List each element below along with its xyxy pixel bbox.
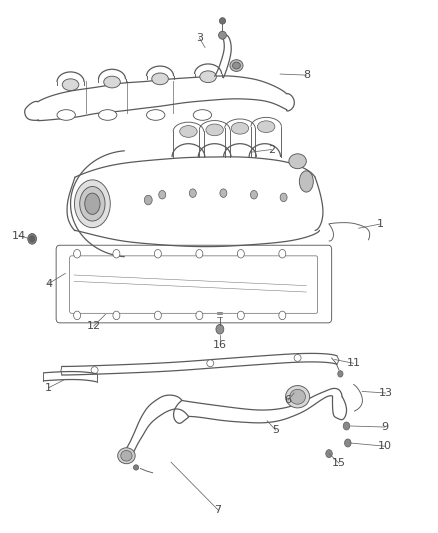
Ellipse shape	[345, 439, 351, 447]
Text: 4: 4	[45, 279, 52, 288]
Ellipse shape	[251, 190, 258, 199]
Ellipse shape	[237, 249, 244, 258]
Ellipse shape	[286, 385, 310, 408]
Text: 1: 1	[377, 219, 384, 229]
Ellipse shape	[196, 249, 203, 258]
Ellipse shape	[299, 171, 313, 192]
Ellipse shape	[28, 233, 36, 244]
Ellipse shape	[29, 236, 35, 242]
Ellipse shape	[104, 76, 120, 88]
Ellipse shape	[80, 187, 105, 221]
Text: 8: 8	[303, 70, 310, 80]
Ellipse shape	[154, 249, 161, 258]
Ellipse shape	[258, 121, 275, 133]
Ellipse shape	[85, 193, 100, 214]
Ellipse shape	[196, 311, 203, 320]
Ellipse shape	[220, 189, 227, 197]
Ellipse shape	[74, 249, 81, 258]
Ellipse shape	[74, 311, 81, 320]
Ellipse shape	[74, 180, 110, 228]
Text: 10: 10	[378, 441, 392, 451]
Text: 6: 6	[285, 395, 291, 406]
Ellipse shape	[207, 360, 214, 367]
Ellipse shape	[290, 389, 305, 404]
Text: 16: 16	[213, 340, 227, 350]
Ellipse shape	[231, 123, 249, 134]
Ellipse shape	[145, 195, 152, 205]
Ellipse shape	[219, 31, 226, 39]
Text: 14: 14	[12, 231, 26, 241]
Ellipse shape	[279, 311, 286, 320]
Text: 5: 5	[272, 425, 279, 435]
Ellipse shape	[233, 62, 240, 69]
Text: 11: 11	[346, 358, 360, 368]
Ellipse shape	[134, 465, 139, 470]
Ellipse shape	[219, 18, 226, 24]
Ellipse shape	[118, 448, 135, 464]
Ellipse shape	[147, 110, 165, 120]
Ellipse shape	[62, 79, 79, 91]
Ellipse shape	[326, 450, 332, 458]
Ellipse shape	[121, 450, 132, 461]
Text: 2: 2	[268, 144, 275, 155]
Text: 13: 13	[379, 388, 393, 398]
Ellipse shape	[343, 422, 350, 430]
Ellipse shape	[280, 193, 287, 201]
Ellipse shape	[294, 354, 301, 361]
Ellipse shape	[180, 126, 197, 138]
Ellipse shape	[338, 370, 343, 377]
Ellipse shape	[193, 110, 212, 120]
Ellipse shape	[206, 124, 223, 136]
Ellipse shape	[113, 249, 120, 258]
Ellipse shape	[230, 60, 243, 71]
Text: 7: 7	[215, 505, 222, 515]
Ellipse shape	[200, 71, 216, 83]
Ellipse shape	[237, 311, 244, 320]
Ellipse shape	[279, 249, 286, 258]
Ellipse shape	[216, 325, 224, 334]
Ellipse shape	[99, 110, 117, 120]
Ellipse shape	[91, 367, 98, 374]
Ellipse shape	[159, 190, 166, 199]
Ellipse shape	[189, 189, 196, 197]
Text: 3: 3	[196, 33, 203, 43]
Ellipse shape	[113, 311, 120, 320]
Ellipse shape	[152, 73, 168, 85]
Text: 1: 1	[45, 383, 52, 393]
Text: 9: 9	[381, 422, 389, 432]
Ellipse shape	[289, 154, 306, 168]
Text: 12: 12	[87, 321, 101, 331]
Text: 15: 15	[332, 458, 346, 468]
Ellipse shape	[57, 110, 75, 120]
Ellipse shape	[154, 311, 161, 320]
